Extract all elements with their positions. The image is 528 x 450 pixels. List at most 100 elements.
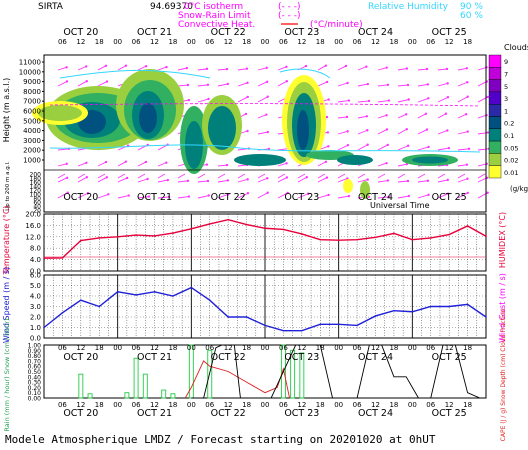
wind-arrow-head: [427, 97, 430, 100]
wind-arrow-head: [124, 64, 128, 67]
wind-arrow-head: [104, 160, 108, 164]
rain-bar: [299, 352, 305, 399]
hour-tick-label: 06: [58, 38, 67, 46]
wind-arrow-head: [426, 83, 430, 86]
low-height-tick: 60: [33, 200, 41, 207]
series-line-2: [191, 344, 486, 399]
wind-arrow: [397, 113, 407, 119]
wind-arrow: [397, 128, 407, 135]
wind-arrow: [417, 180, 428, 183]
y-tick-1: 2.0: [30, 314, 41, 322]
wind-arrow-head: [186, 179, 190, 183]
height-tick: 11000: [19, 59, 41, 67]
wind-arrow: [417, 83, 428, 87]
wind-arrow: [197, 98, 209, 103]
wind-arrow: [377, 100, 389, 103]
wind-arrow-head: [305, 176, 308, 179]
scale-swatch: [488, 103, 502, 117]
wind-arrow-head: [105, 176, 109, 179]
wind-arrow-head: [387, 195, 391, 198]
wind-arrow: [277, 192, 288, 199]
wind-arrow: [217, 164, 227, 167]
low-wind-arrow: [437, 173, 446, 179]
wind-arrow-head: [327, 193, 330, 197]
wind-arrow: [257, 114, 267, 119]
height-tick: 10000: [19, 68, 41, 76]
data-point: [61, 257, 64, 259]
height-tick: 7000: [23, 98, 41, 106]
wind-arrow-head: [486, 131, 490, 134]
day-label: OCT 20: [63, 27, 98, 38]
wind-arrow: [57, 177, 68, 183]
data-point: [43, 257, 45, 259]
wind-arrow-head: [66, 191, 69, 194]
wind-arrow: [417, 113, 427, 119]
day-label: OCT 25: [432, 192, 467, 203]
wind-arrow: [357, 83, 368, 87]
wind-arrow-head: [266, 95, 269, 98]
wind-arrow: [217, 179, 228, 183]
wind-arrow: [257, 192, 268, 199]
day-label: OCT 21: [137, 352, 172, 363]
wind-arrow: [437, 147, 449, 151]
data-point: [319, 323, 322, 326]
y-tick-1: 5.0: [30, 282, 41, 290]
hour-tick-label: 12: [76, 344, 85, 352]
data-point: [466, 225, 469, 227]
data-point: [337, 323, 340, 326]
wind-arrow-head: [405, 113, 408, 116]
wind-arrow-head: [486, 95, 489, 99]
wind-arrow: [157, 179, 168, 183]
hour-tick-label: 18: [242, 38, 251, 46]
data-point: [116, 291, 119, 293]
hour-tick-label: 00: [113, 401, 122, 409]
wind-arrow-head: [85, 161, 88, 165]
rain-bar: [142, 373, 148, 399]
wind-arrow-head: [327, 98, 330, 101]
wind-arrow-head: [486, 191, 489, 194]
hour-tick-label: 06: [132, 344, 141, 352]
data-point: [264, 324, 266, 327]
data-point: [208, 223, 211, 225]
rain-bar: [170, 393, 176, 399]
wind-arrow-head: [465, 163, 469, 166]
data-point: [429, 237, 432, 239]
wind-arrow-head: [406, 144, 410, 147]
low-wind-arrow: [377, 173, 386, 179]
day-label: OCT 24: [358, 192, 393, 203]
wind-arrow-head: [385, 114, 388, 117]
wind-arrow-head: [265, 66, 268, 70]
wind-arrow-head: [446, 96, 450, 99]
wind-arrow: [317, 177, 328, 183]
y-tick-2: 0.40: [28, 374, 42, 381]
rain-bar: [280, 344, 286, 399]
data-point: [301, 233, 303, 235]
hour-tick-label: 12: [297, 344, 306, 352]
hour-tick-label: 00: [113, 344, 122, 352]
scale-label: 9: [504, 58, 508, 66]
data-point: [448, 233, 450, 236]
data-point: [356, 238, 358, 241]
wind-arrow: [337, 144, 349, 151]
wind-arrow: [457, 131, 468, 135]
wind-arrow: [457, 96, 468, 103]
wind-arrow: [357, 100, 369, 103]
wind-arrow-head: [127, 194, 130, 197]
low-wind-arrow: [257, 173, 266, 179]
wind-arrow: [297, 176, 307, 183]
day-label: OCT 20: [63, 352, 98, 363]
wind-arrow-head: [245, 67, 249, 70]
wind-arrow: [457, 67, 467, 71]
day-label: OCT 22: [211, 408, 246, 419]
wind-arrow: [337, 82, 348, 87]
wind-arrow: [417, 68, 427, 71]
wind-arrow-head: [365, 115, 369, 118]
wind-arrow-head: [206, 179, 210, 183]
wind-arrow: [337, 130, 348, 135]
day-label: OCT 25: [432, 408, 467, 419]
wind-arrow-head: [466, 191, 469, 195]
low-height-tick: 120: [30, 188, 42, 195]
wind-arrow-head: [226, 82, 229, 86]
wind-arrow-head: [366, 143, 369, 146]
